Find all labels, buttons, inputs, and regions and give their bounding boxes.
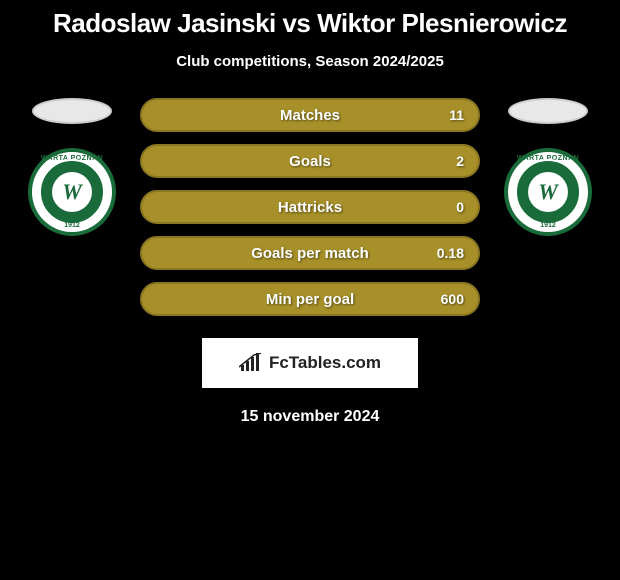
club-badge-right: WARTA POZNAN W 1912 — [504, 148, 592, 236]
brand-text: FcTables.com — [269, 353, 381, 373]
stat-label: Goals — [289, 153, 331, 170]
club-badge-left: WARTA POZNAN W 1912 — [28, 148, 116, 236]
player-silhouette-placeholder — [32, 98, 112, 124]
content-row: WARTA POZNAN W 1912 Matches 11 Goals 2 H… — [0, 98, 620, 316]
stat-value-right: 0 — [456, 199, 464, 215]
stat-bar-goals: Goals 2 — [140, 144, 480, 178]
stat-label: Min per goal — [266, 291, 354, 308]
club-letter: W — [528, 172, 568, 212]
subtitle: Club competitions, Season 2024/2025 — [0, 53, 620, 70]
stat-label: Goals per match — [251, 245, 369, 262]
club-badge-inner: W — [515, 159, 581, 225]
stat-value-right: 2 — [456, 153, 464, 169]
stat-bar-hattricks: Hattricks 0 — [140, 190, 480, 224]
stat-bar-goals-per-match: Goals per match 0.18 — [140, 236, 480, 270]
right-player-column: WARTA POZNAN W 1912 — [498, 98, 598, 236]
left-player-column: WARTA POZNAN W 1912 — [22, 98, 122, 236]
stat-label: Hattricks — [278, 199, 342, 216]
stat-value-right: 0.18 — [437, 245, 464, 261]
page-title: Radoslaw Jasinski vs Wiktor Plesnierowic… — [0, 0, 620, 39]
stat-bar-matches: Matches 11 — [140, 98, 480, 132]
club-year-text: 1912 — [508, 222, 588, 229]
club-year-text: 1912 — [32, 222, 112, 229]
player-silhouette-placeholder — [508, 98, 588, 124]
chart-icon — [239, 353, 263, 373]
club-badge-inner: W — [39, 159, 105, 225]
stat-label: Matches — [280, 107, 340, 124]
date-text: 15 november 2024 — [0, 408, 620, 426]
stat-value-right: 600 — [441, 291, 464, 307]
club-letter: W — [52, 172, 92, 212]
stat-value-right: 11 — [449, 107, 464, 123]
stats-column: Matches 11 Goals 2 Hattricks 0 Goals per… — [140, 98, 480, 316]
brand-box[interactable]: FcTables.com — [202, 338, 418, 388]
stat-bar-min-per-goal: Min per goal 600 — [140, 282, 480, 316]
